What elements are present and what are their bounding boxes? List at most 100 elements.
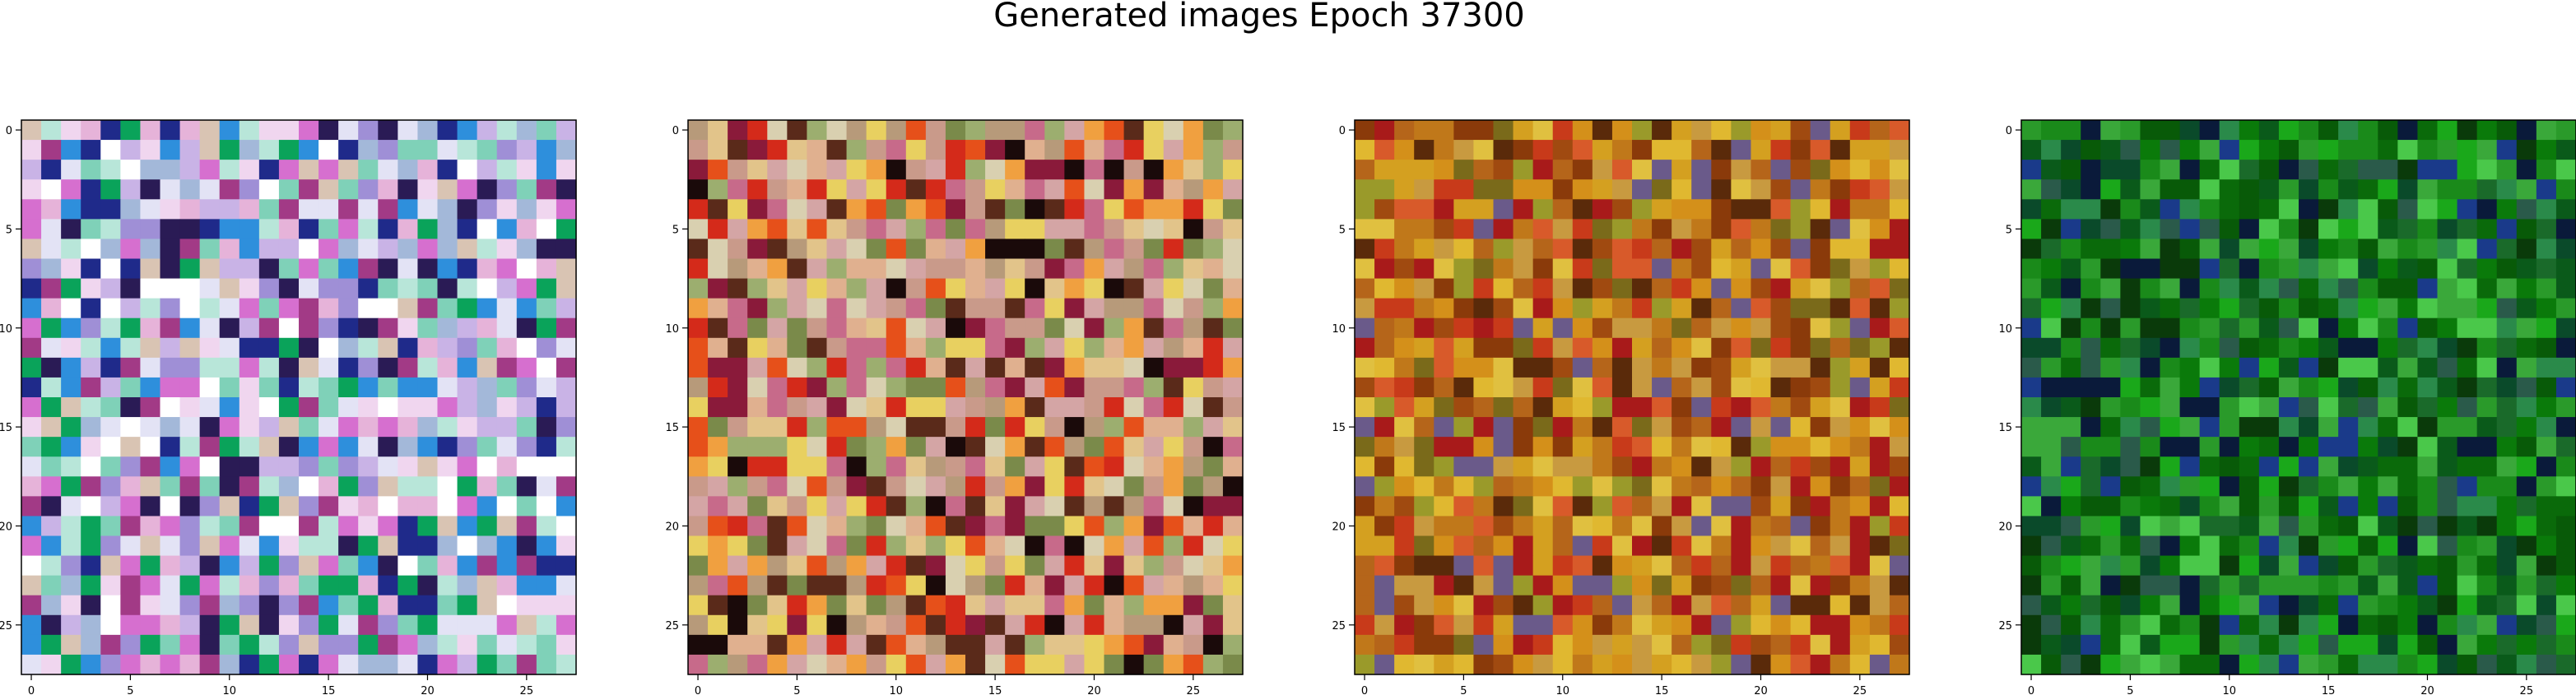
pixel-cell [925, 258, 946, 280]
pixel-cell [21, 179, 42, 200]
pixel-cell [21, 199, 42, 220]
pixel-cell [1374, 219, 1395, 240]
pixel-cell [1222, 357, 1244, 378]
pixel-cell [2081, 417, 2101, 438]
pixel-cell [1592, 317, 1613, 339]
pixel-cell [319, 417, 339, 438]
pixel-cell [417, 120, 439, 141]
pixel-cell [1652, 595, 1672, 616]
pixel-cell [1222, 595, 1244, 616]
pixel-cell [258, 476, 280, 497]
pixel-cell [1532, 140, 1554, 160]
pixel-cell [120, 357, 142, 378]
pixel-cell [1025, 317, 1045, 339]
pixel-cell [925, 456, 946, 477]
pixel-cell [1592, 357, 1613, 378]
pixel-cell [1869, 377, 1890, 398]
pixel-cell [338, 614, 359, 636]
pixel-cell [2258, 219, 2280, 240]
pixel-cell [2338, 535, 2359, 557]
pixel-cell [299, 140, 319, 160]
pixel-cell [1414, 317, 1434, 339]
pixel-cell [2397, 634, 2419, 656]
pixel-cell [1414, 496, 1434, 517]
pixel-cell [2061, 199, 2081, 220]
pixel-cell [2536, 575, 2557, 596]
pixel-cell [965, 239, 986, 260]
pixel-cell [496, 120, 518, 141]
pixel-cell [319, 337, 339, 359]
pixel-cell [2437, 278, 2458, 299]
pixel-cell [1222, 575, 1244, 596]
pixel-cell [219, 634, 240, 656]
pixel-cell [1202, 456, 1224, 477]
pixel-cell [688, 377, 709, 398]
pixel-cell [1044, 417, 1065, 438]
pixel-cell [179, 535, 201, 557]
pixel-cell [1552, 535, 1574, 557]
pixel-cell [1414, 575, 1434, 596]
pixel-cell [437, 377, 458, 398]
pixel-cell [1453, 357, 1475, 378]
pixel-cell [728, 337, 748, 359]
pixel-cell [1751, 516, 1772, 537]
pixel-cell [1104, 160, 1125, 180]
pixel-cell [516, 476, 537, 497]
pixel-cell [985, 397, 1006, 418]
pixel-cell [299, 377, 319, 398]
pixel-cell [457, 219, 478, 240]
pixel-cell [2358, 377, 2378, 398]
pixel-cell [1493, 654, 1514, 675]
pixel-cell [1202, 555, 1224, 577]
pixel-cell [1394, 634, 1415, 656]
pixel-cell [417, 317, 439, 339]
pixel-cell [1473, 476, 1495, 497]
pixel-cell [1889, 476, 1910, 497]
pixel-cell [1355, 595, 1375, 616]
pixel-cell [536, 357, 557, 378]
pixel-cell [496, 317, 518, 339]
pixel-cell [299, 317, 319, 339]
pixel-cell [140, 317, 161, 339]
pixel-cell [1005, 199, 1025, 220]
pixel-cell [1355, 239, 1375, 260]
pixel-cell [1810, 417, 1831, 438]
pixel-cell [2179, 219, 2201, 240]
pixel-cell [1611, 337, 1633, 359]
y-tick-label: 5 [1339, 224, 1346, 236]
pixel-cell [767, 476, 788, 497]
pixel-cell [278, 614, 300, 636]
pixel-cell [437, 516, 458, 537]
pixel-cell [767, 437, 788, 457]
pixel-cell [2041, 337, 2062, 359]
pixel-cell [2041, 317, 2062, 339]
pixel-cell [457, 437, 478, 457]
pixel-cell [1064, 476, 1086, 497]
pixel-cell [258, 535, 280, 557]
pixel-cell [1770, 140, 1792, 160]
pixel-cell [1355, 140, 1375, 160]
pixel-cell [1044, 575, 1065, 596]
pixel-cell [965, 456, 986, 477]
pixel-cell [1830, 239, 1851, 260]
pixel-cell [1222, 179, 1244, 200]
pixel-cell [1202, 437, 1224, 457]
pixel-cell [1513, 179, 1534, 200]
pixel-cell [1104, 199, 1125, 220]
pixel-cell [1355, 317, 1375, 339]
pixel-cell [747, 614, 768, 636]
pixel-cell [1611, 456, 1633, 477]
pixel-cell [945, 120, 966, 141]
pixel-cell [41, 160, 62, 180]
pixel-cell [2160, 456, 2181, 477]
pixel-cell [319, 179, 339, 200]
pixel-cell [2160, 397, 2181, 418]
x-tick-label: 5 [2127, 685, 2133, 695]
pixel-cell [2021, 397, 2042, 418]
pixel-cell [2338, 199, 2359, 220]
pixel-cell [1025, 337, 1045, 359]
pixel-cell [965, 437, 986, 457]
pixel-cell [1830, 337, 1851, 359]
pixel-cell [1751, 377, 1772, 398]
pixel-cell [2476, 634, 2498, 656]
